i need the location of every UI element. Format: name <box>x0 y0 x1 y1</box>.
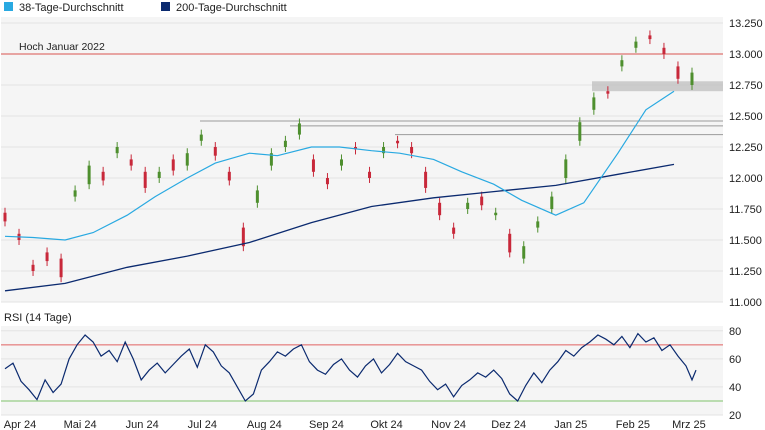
candle-body <box>508 233 512 253</box>
x-tick-label: Feb 25 <box>616 419 650 430</box>
x-axis: Apr 24 Mai 24 Jun 24 Jul 24 Aug 24 Sep 24 Okt … <box>4 419 706 430</box>
candle-body <box>87 165 91 185</box>
price-y-axis: 13.250 13.000 12.750 12.500 12.250 12.000 11.7… <box>729 18 763 309</box>
legend-swatch-ma200 <box>161 2 170 11</box>
x-tick-label: Dez 24 <box>491 419 526 430</box>
price-tick-label: 11.500 <box>729 235 762 247</box>
legend-swatch-ma38 <box>4 2 13 11</box>
rsi-y-axis: 80 60 40 20 <box>729 326 741 422</box>
rsi-title: RSI (14 Tage) <box>4 312 72 324</box>
rsi-tick-label: 80 <box>729 326 741 338</box>
candle-body <box>662 47 666 54</box>
price-tick-label: 11.250 <box>729 266 762 278</box>
price-tick-label: 11.750 <box>729 204 762 216</box>
high-january-2022-label: Hoch Januar 2022 <box>19 41 105 53</box>
candle-body <box>199 134 203 141</box>
candles <box>3 30 694 283</box>
candle-body <box>59 258 63 278</box>
candle-body <box>255 190 259 203</box>
candle-body <box>325 178 329 185</box>
candle-body <box>424 171 428 188</box>
candle-body <box>676 66 680 79</box>
candle-body <box>213 147 217 156</box>
candle-body <box>550 196 554 209</box>
candle-body <box>578 122 582 141</box>
rsi-line <box>4 332 697 402</box>
ma200-line <box>4 163 675 292</box>
rsi-tick-label: 60 <box>729 354 741 366</box>
candle-body <box>185 153 189 166</box>
candle-body <box>494 212 498 216</box>
candle-body <box>592 97 596 110</box>
x-tick-label: Mai 24 <box>64 419 97 430</box>
candle-body <box>396 140 400 144</box>
candle-body <box>297 123 301 135</box>
price-tick-label: 13.250 <box>729 18 763 30</box>
x-tick-label: Jan 25 <box>554 419 587 430</box>
candle-body <box>241 227 245 247</box>
candle-body <box>410 147 414 154</box>
candle-body <box>620 60 624 67</box>
candle-body <box>690 72 694 85</box>
x-tick-label: Mrz 25 <box>672 419 706 430</box>
rsi-tick-label: 20 <box>729 410 741 422</box>
x-tick-label: Sep 24 <box>309 419 344 430</box>
candle-body <box>382 147 386 154</box>
price-tick-label: 12.500 <box>729 111 763 123</box>
price-tick-label: 12.250 <box>729 142 763 154</box>
legend: 38-Tage-Durchschnitt 200-Tage-Durchschni… <box>4 2 287 14</box>
support-band <box>592 81 723 92</box>
candle-body <box>283 140 287 147</box>
candle-body <box>3 212 7 222</box>
legend-label-ma38: 38-Tage-Durchschnitt <box>19 2 124 14</box>
price-panel <box>1 17 723 302</box>
candle-body <box>129 159 133 166</box>
candle-body <box>339 159 343 166</box>
candle-body <box>438 202 442 216</box>
candle-body <box>157 171 161 178</box>
candle-body <box>269 153 273 166</box>
candle-body <box>115 147 119 154</box>
resistance-lines <box>200 120 723 136</box>
candle-body <box>634 41 638 48</box>
support-band-rect <box>592 81 723 92</box>
candle-body <box>101 171 105 181</box>
candle-body <box>536 221 540 228</box>
ma38-line <box>4 90 675 241</box>
candle-body <box>227 171 231 181</box>
candle-body <box>606 91 610 94</box>
x-tick-label: Jun 24 <box>126 419 159 430</box>
candle-body <box>564 159 568 178</box>
candle-body <box>354 147 358 150</box>
candle-body <box>143 171 147 188</box>
price-tick-label: 13.000 <box>729 49 763 61</box>
candle-body <box>171 159 175 171</box>
x-tick-label: Jul 24 <box>188 419 217 430</box>
price-tick-label: 12.750 <box>729 80 763 92</box>
candle-body <box>311 159 315 172</box>
rsi-tick-label: 40 <box>729 382 741 394</box>
candle-body <box>31 264 35 271</box>
candle-body <box>522 246 526 259</box>
price-tick-label: 11.000 <box>729 297 762 309</box>
x-tick-label: Nov 24 <box>431 419 466 430</box>
rsi-grid <box>1 330 723 416</box>
x-tick-label: Okt 24 <box>370 419 402 430</box>
candle-body <box>452 227 456 234</box>
candle-body <box>45 252 49 262</box>
x-tick-label: Apr 24 <box>4 419 36 430</box>
price-tick-label: 12.000 <box>729 173 763 185</box>
candle-body <box>466 202 470 209</box>
legend-label-ma200: 200-Tage-Durchschnitt <box>176 2 287 14</box>
candle-body <box>480 196 484 206</box>
candle-body <box>73 190 77 197</box>
x-tick-label: Aug 24 <box>247 419 282 430</box>
candle-body <box>648 35 652 40</box>
candle-body <box>368 171 372 178</box>
